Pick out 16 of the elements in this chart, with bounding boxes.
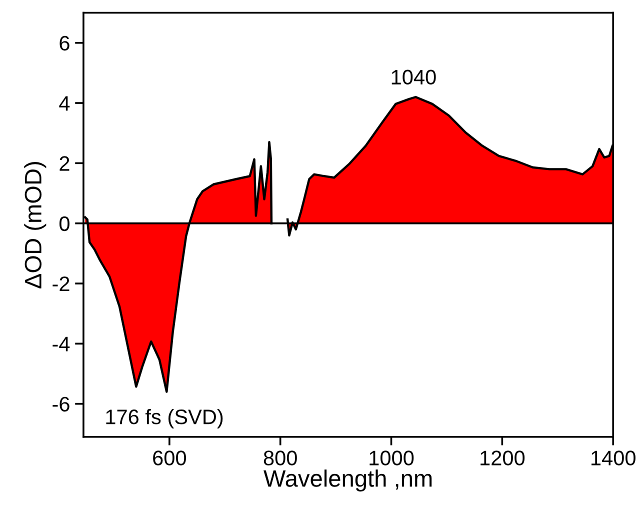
x-tick-label: 1200	[480, 450, 525, 466]
y-tick-label: 2	[60, 156, 70, 171]
x-tick-label: 1000	[370, 450, 414, 466]
y-tick-label: -4	[52, 336, 70, 352]
y-tick-label: -6	[52, 396, 70, 412]
x-axis-title: Wavelength ,nm	[264, 470, 432, 492]
y-tick-label: 6	[60, 36, 70, 51]
y-axis-title: ΔOD (mOD)	[24, 162, 46, 288]
x-tick-label: 600	[153, 450, 186, 466]
y-tick-label: 4	[59, 96, 70, 111]
x-tick-label: 800	[264, 450, 297, 466]
y-tick-label: 0	[59, 216, 70, 232]
x-tick-label: 1400	[592, 450, 636, 466]
annotation: 176 fs (SVD)	[106, 409, 223, 428]
y-tick-label: -2	[52, 276, 70, 292]
annotation: 1040	[392, 70, 436, 85]
